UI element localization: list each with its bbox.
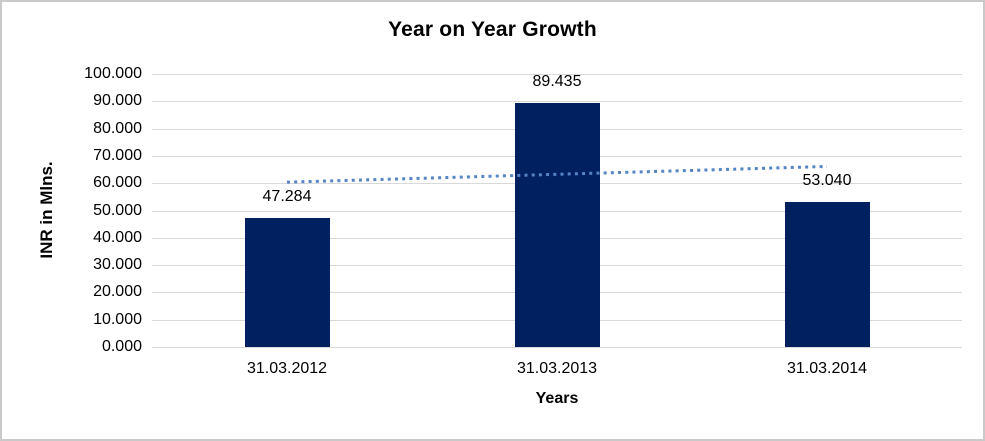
bar-31.03.2012 [244, 217, 330, 347]
x-tick-label: 31.03.2014 [786, 360, 868, 377]
y-tick-label: 20.000 [93, 283, 142, 301]
y-tick-label: 30.000 [93, 256, 142, 274]
y-tick-label: 50.000 [93, 201, 142, 219]
gridline [152, 101, 962, 103]
x-axis-line [152, 347, 962, 348]
gridline [152, 74, 962, 75]
y-tick-label: 100.000 [84, 65, 142, 82]
x-tick-label: 31.03.2012 [246, 360, 328, 377]
bar-value-label: 89.435 [532, 72, 582, 90]
y-tick-label: 40.000 [93, 228, 142, 246]
bar-31.03.2014 [784, 202, 870, 347]
y-tick-label: 10.000 [93, 310, 142, 328]
y-tick-label: 60.000 [93, 174, 142, 192]
bar-value-label: 47.284 [262, 187, 312, 205]
plot-area: 47.284 89.435 53.040 [152, 72, 962, 348]
y-tick-label: 70.000 [93, 146, 142, 164]
x-tick-label: 31.03.2013 [516, 360, 598, 377]
chart-title: Year on Year Growth [388, 18, 597, 41]
bar-31.03.2013 [514, 102, 600, 347]
y-tick-label: 90.000 [93, 92, 142, 110]
x-axis-title: Years [535, 390, 579, 407]
y-tick-label: 80.000 [93, 119, 142, 137]
y-tick-label: 0.000 [101, 338, 142, 355]
bar-value-label: 53.040 [802, 172, 852, 190]
